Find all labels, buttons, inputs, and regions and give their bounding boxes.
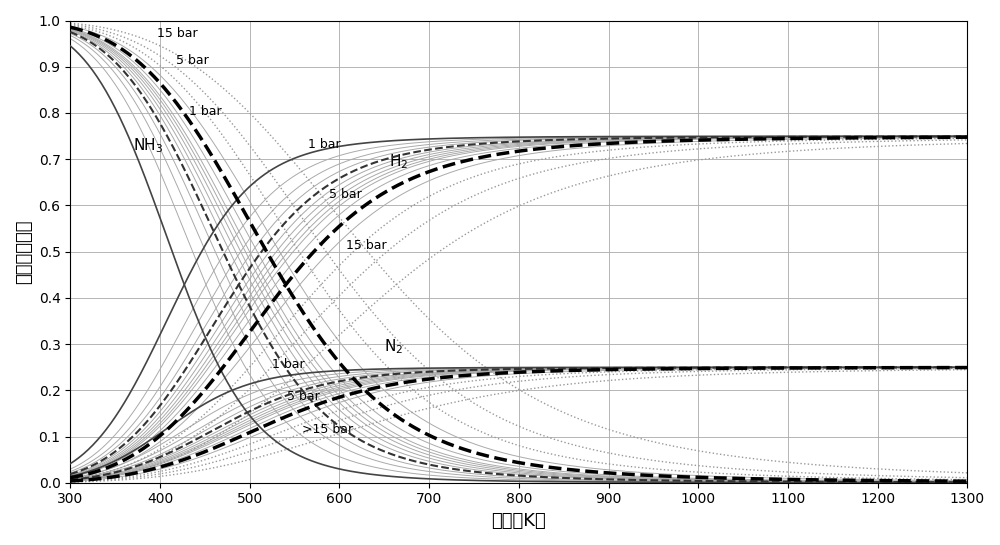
Y-axis label: 体积百分含量: 体积百分含量 xyxy=(15,219,33,284)
Text: 5 bar: 5 bar xyxy=(176,54,209,68)
Text: H$_2$: H$_2$ xyxy=(389,152,408,171)
Text: 15 bar: 15 bar xyxy=(157,27,198,40)
Text: N$_2$: N$_2$ xyxy=(384,337,404,356)
Text: NH$_3$: NH$_3$ xyxy=(133,136,163,155)
Text: 1 bar: 1 bar xyxy=(308,137,341,150)
X-axis label: 温度（K）: 温度（K） xyxy=(491,512,546,530)
Text: >15 bar: >15 bar xyxy=(302,423,353,436)
Text: 1 bar: 1 bar xyxy=(272,358,305,371)
Text: 5 bar: 5 bar xyxy=(287,390,320,403)
Text: 15 bar: 15 bar xyxy=(346,239,386,252)
Text: 1 bar: 1 bar xyxy=(189,105,221,118)
Text: 5 bar: 5 bar xyxy=(329,189,361,202)
